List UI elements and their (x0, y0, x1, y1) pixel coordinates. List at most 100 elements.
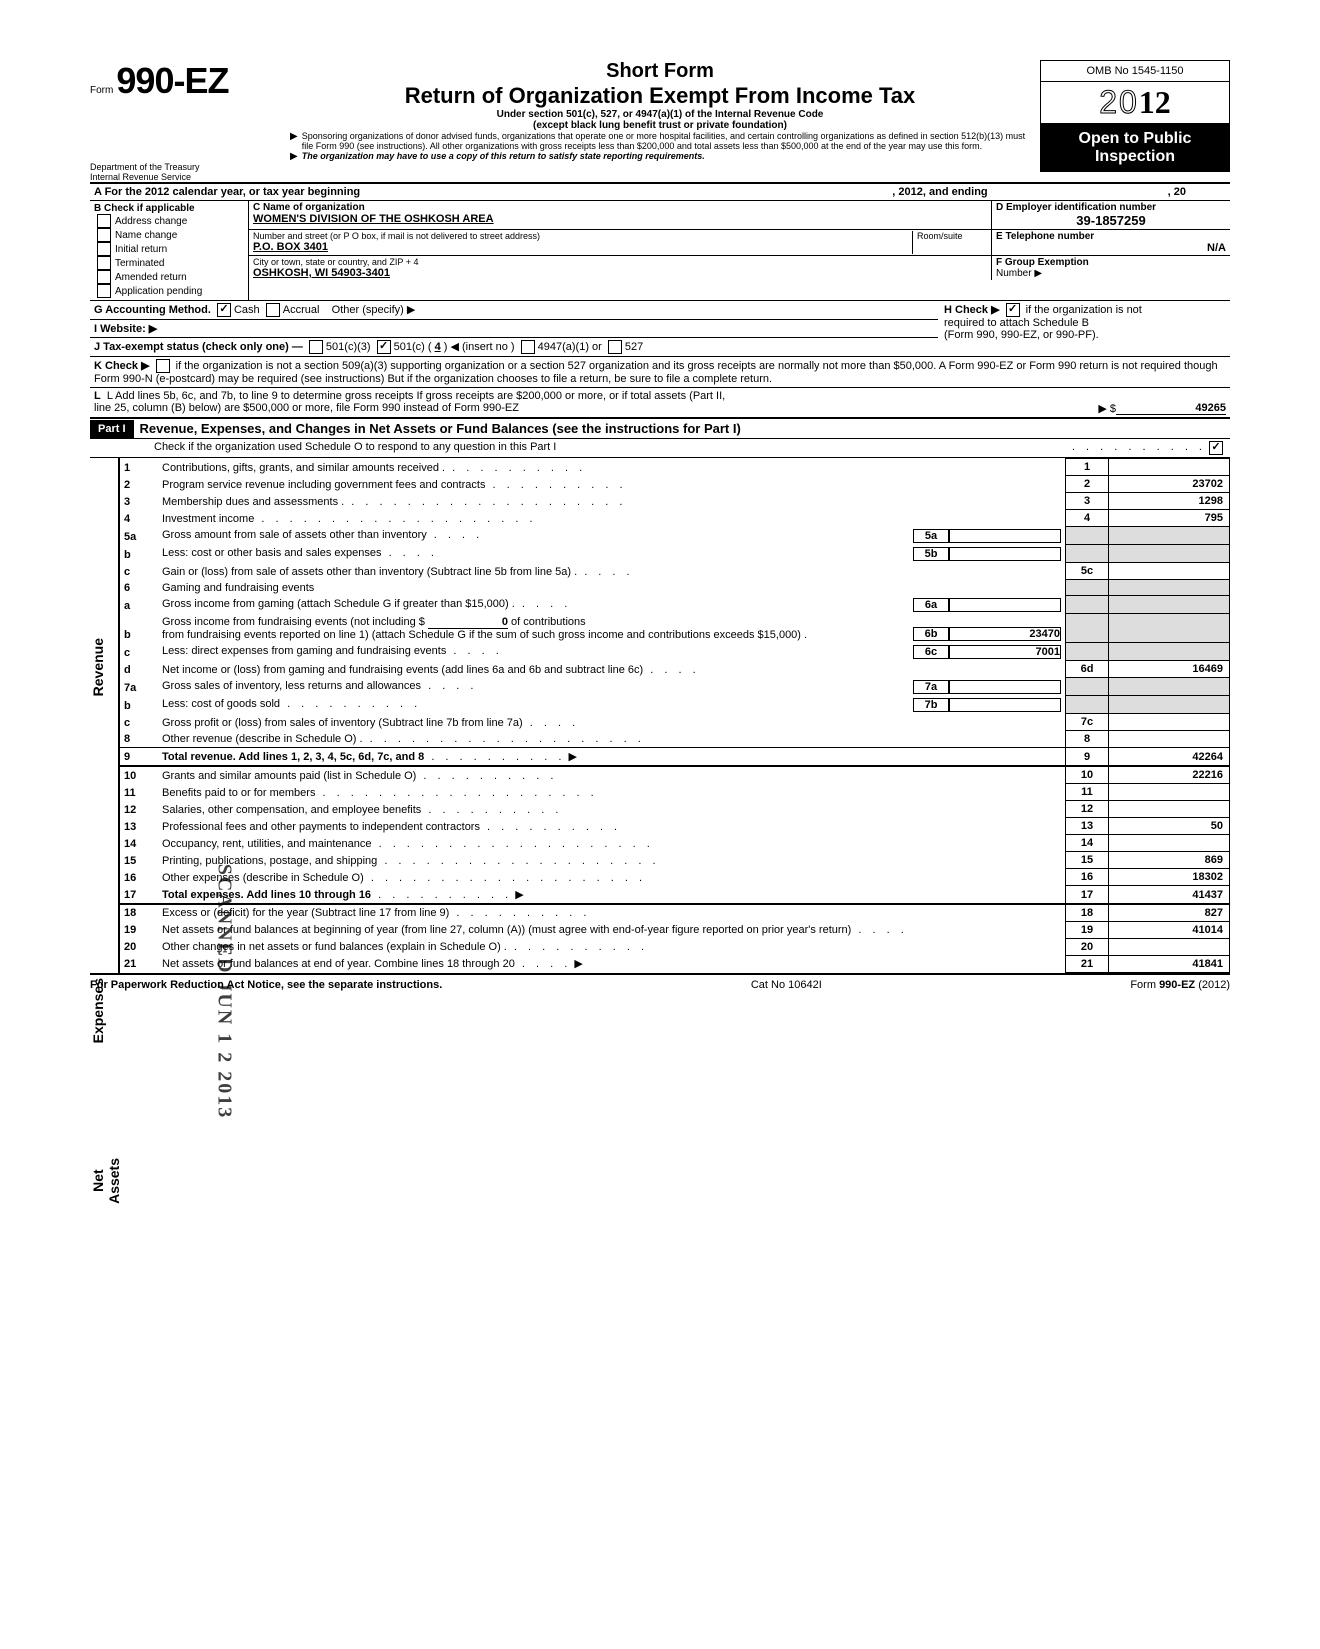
j-o2: 501(c) ( (394, 341, 432, 353)
dept-treasury: Department of the Treasury (90, 162, 280, 172)
b-item: Name change (115, 230, 177, 241)
block-b-title: B Check if applicable (94, 203, 244, 214)
part1-label: Part I (90, 420, 134, 438)
b-item: Initial return (115, 244, 167, 255)
form-label: Form (90, 85, 113, 96)
label-f2: Number ▶ (996, 268, 1226, 279)
year-prefix: 20 (1099, 84, 1139, 120)
year-suffix: 12 (1139, 84, 1171, 120)
l-arrow: ▶ $ (1098, 403, 1116, 415)
l-text2: line 25, column (B) below) are $500,000 … (94, 402, 519, 414)
checkbox-accrual[interactable] (266, 303, 280, 317)
line-l: L L Add lines 5b, 6c, and 7b, to line 9 … (90, 388, 1230, 417)
ghij-block: G Accounting Method. ✓Cash Accrual Other… (90, 301, 1230, 357)
line-a-right: , 20 (1168, 186, 1186, 198)
h-text4: (Form 990, 990-EZ, or 990-PF). (944, 329, 1099, 341)
line-a-mid: , 2012, and ending (892, 186, 987, 198)
footer-right: Form 990-EZ (2012) (1130, 979, 1230, 991)
checkbox-amended[interactable] (97, 270, 111, 284)
label-c: C Name of organization (253, 202, 987, 213)
g-cash: Cash (234, 304, 260, 316)
dept-irs: Internal Revenue Service (90, 172, 280, 182)
checkbox-h[interactable]: ✓ (1006, 303, 1020, 317)
checkbox-cash[interactable]: ✓ (217, 303, 231, 317)
checkbox-501c3[interactable] (309, 340, 323, 354)
k-label: K Check ▶ (94, 360, 150, 372)
form-header: Form 990-EZ Department of the Treasury I… (90, 60, 1230, 182)
part1-body: Revenue Expenses Net Assets 1Contributio… (90, 458, 1230, 973)
open-line-2: Inspection (1042, 148, 1228, 166)
block-b: B Check if applicable Address change Nam… (90, 201, 249, 300)
checkbox-initial-return[interactable] (97, 242, 111, 256)
city-label: City or town, state or country, and ZIP … (253, 257, 987, 267)
open-line-1: Open to Public (1042, 130, 1228, 148)
addr-label: Number and street (or P O box, if mail i… (253, 231, 912, 241)
line-k: K Check ▶ if the organization is not a s… (90, 357, 1230, 388)
j-o4: 527 (625, 341, 643, 353)
line-j-label: J Tax-exempt status (check only one) — (94, 341, 303, 353)
j-o1: 501(c)(3) (326, 341, 371, 353)
part1-title: Revenue, Expenses, and Changes in Net As… (134, 419, 747, 438)
b-item: Address change (115, 216, 187, 227)
subtitle-2: (except black lung benefit trust or priv… (290, 120, 1030, 131)
checkbox-name-change[interactable] (97, 228, 111, 242)
l-text1: L Add lines 5b, 6c, and 7b, to line 9 to… (107, 390, 725, 402)
subtitle-1: Under section 501(c), 527, or 4947(a)(1)… (290, 109, 1030, 120)
bcd-block: B Check if applicable Address change Nam… (90, 201, 1230, 301)
b-item: Amended return (115, 272, 187, 283)
line-a-left: A For the 2012 calendar year, or tax yea… (94, 186, 360, 198)
po-box: P.O. BOX 3401 (253, 241, 912, 253)
short-form-title: Short Form (290, 60, 1030, 83)
h-text3: required to attach Schedule B (944, 317, 1089, 329)
arrow-icon: ▶ (290, 131, 298, 151)
form-number: 990-EZ (116, 60, 228, 101)
checkbox-terminated[interactable] (97, 256, 111, 270)
omb-number: OMB No 1545-1150 (1040, 60, 1230, 82)
org-name: WOMEN'S DIVISION OF THE OSHKOSH AREA (253, 213, 987, 225)
line-g-label: G Accounting Method. (94, 304, 211, 316)
part1-check-line: Check if the organization used Schedule … (90, 439, 1230, 458)
block-c: C Name of organization WOMEN'S DIVISION … (249, 201, 1230, 300)
checkbox-pending[interactable] (97, 284, 111, 298)
footer: For Paperwork Reduction Act Notice, see … (90, 973, 1230, 991)
vert-expenses: Expenses (90, 978, 114, 1043)
h-text2: if the organization is not (1026, 304, 1142, 316)
vert-net: Net Assets (90, 1158, 114, 1204)
form-id-block: Form 990-EZ Department of the Treasury I… (90, 60, 280, 182)
lines-table: 1Contributions, gifts, grants, and simil… (120, 458, 1230, 973)
vert-revenue: Revenue (90, 638, 114, 696)
title-block: Short Form Return of Organization Exempt… (280, 60, 1040, 162)
label-d: D Employer identification number (996, 202, 1226, 213)
footer-left: For Paperwork Reduction Act Notice, see … (90, 979, 442, 991)
h-label: H Check ▶ (944, 304, 1000, 316)
line-h: H Check ▶ ✓ if the organization is not r… (938, 301, 1230, 356)
right-boxes: OMB No 1545-1150 2012 Open to Public Ins… (1040, 60, 1230, 172)
line-i: I Website: ▶ (94, 323, 157, 335)
part1-header: Part I Revenue, Expenses, and Changes in… (90, 417, 1230, 439)
room-label: Room/suite (912, 231, 987, 254)
line-a: A For the 2012 calendar year, or tax yea… (90, 182, 1230, 201)
checkbox-4947[interactable] (521, 340, 535, 354)
j-o2-num: 4 (435, 341, 441, 353)
checkbox-address-change[interactable] (97, 214, 111, 228)
b-item: Terminated (115, 258, 164, 269)
part1-check-text: Check if the organization used Schedule … (94, 441, 1072, 455)
checkbox-501c[interactable]: ✓ (377, 340, 391, 354)
header-note-1: Sponsoring organizations of donor advise… (302, 131, 1030, 151)
open-public: Open to Public Inspection (1040, 124, 1230, 172)
scanned-stamp: SCANNED JUN 1 2 2013 (212, 864, 235, 1120)
header-note-2: The organization may have to use a copy … (302, 151, 705, 162)
j-o3: 4947(a)(1) or (538, 341, 602, 353)
tax-year: 2012 (1040, 82, 1230, 124)
checkbox-k[interactable] (156, 359, 170, 373)
checkbox-part1-scho[interactable]: ✓ (1209, 441, 1223, 455)
l-amount: 49265 (1116, 402, 1226, 415)
label-f: F Group Exemption (996, 257, 1226, 268)
ein: 39-1857259 (996, 213, 1226, 228)
j-o2b: ) ◀ (insert no ) (444, 341, 515, 353)
g-accrual: Accrual (283, 304, 320, 316)
checkbox-527[interactable] (608, 340, 622, 354)
b-item: Application pending (115, 286, 202, 297)
g-other: Other (specify) ▶ (332, 304, 416, 316)
telephone: N/A (996, 242, 1226, 254)
